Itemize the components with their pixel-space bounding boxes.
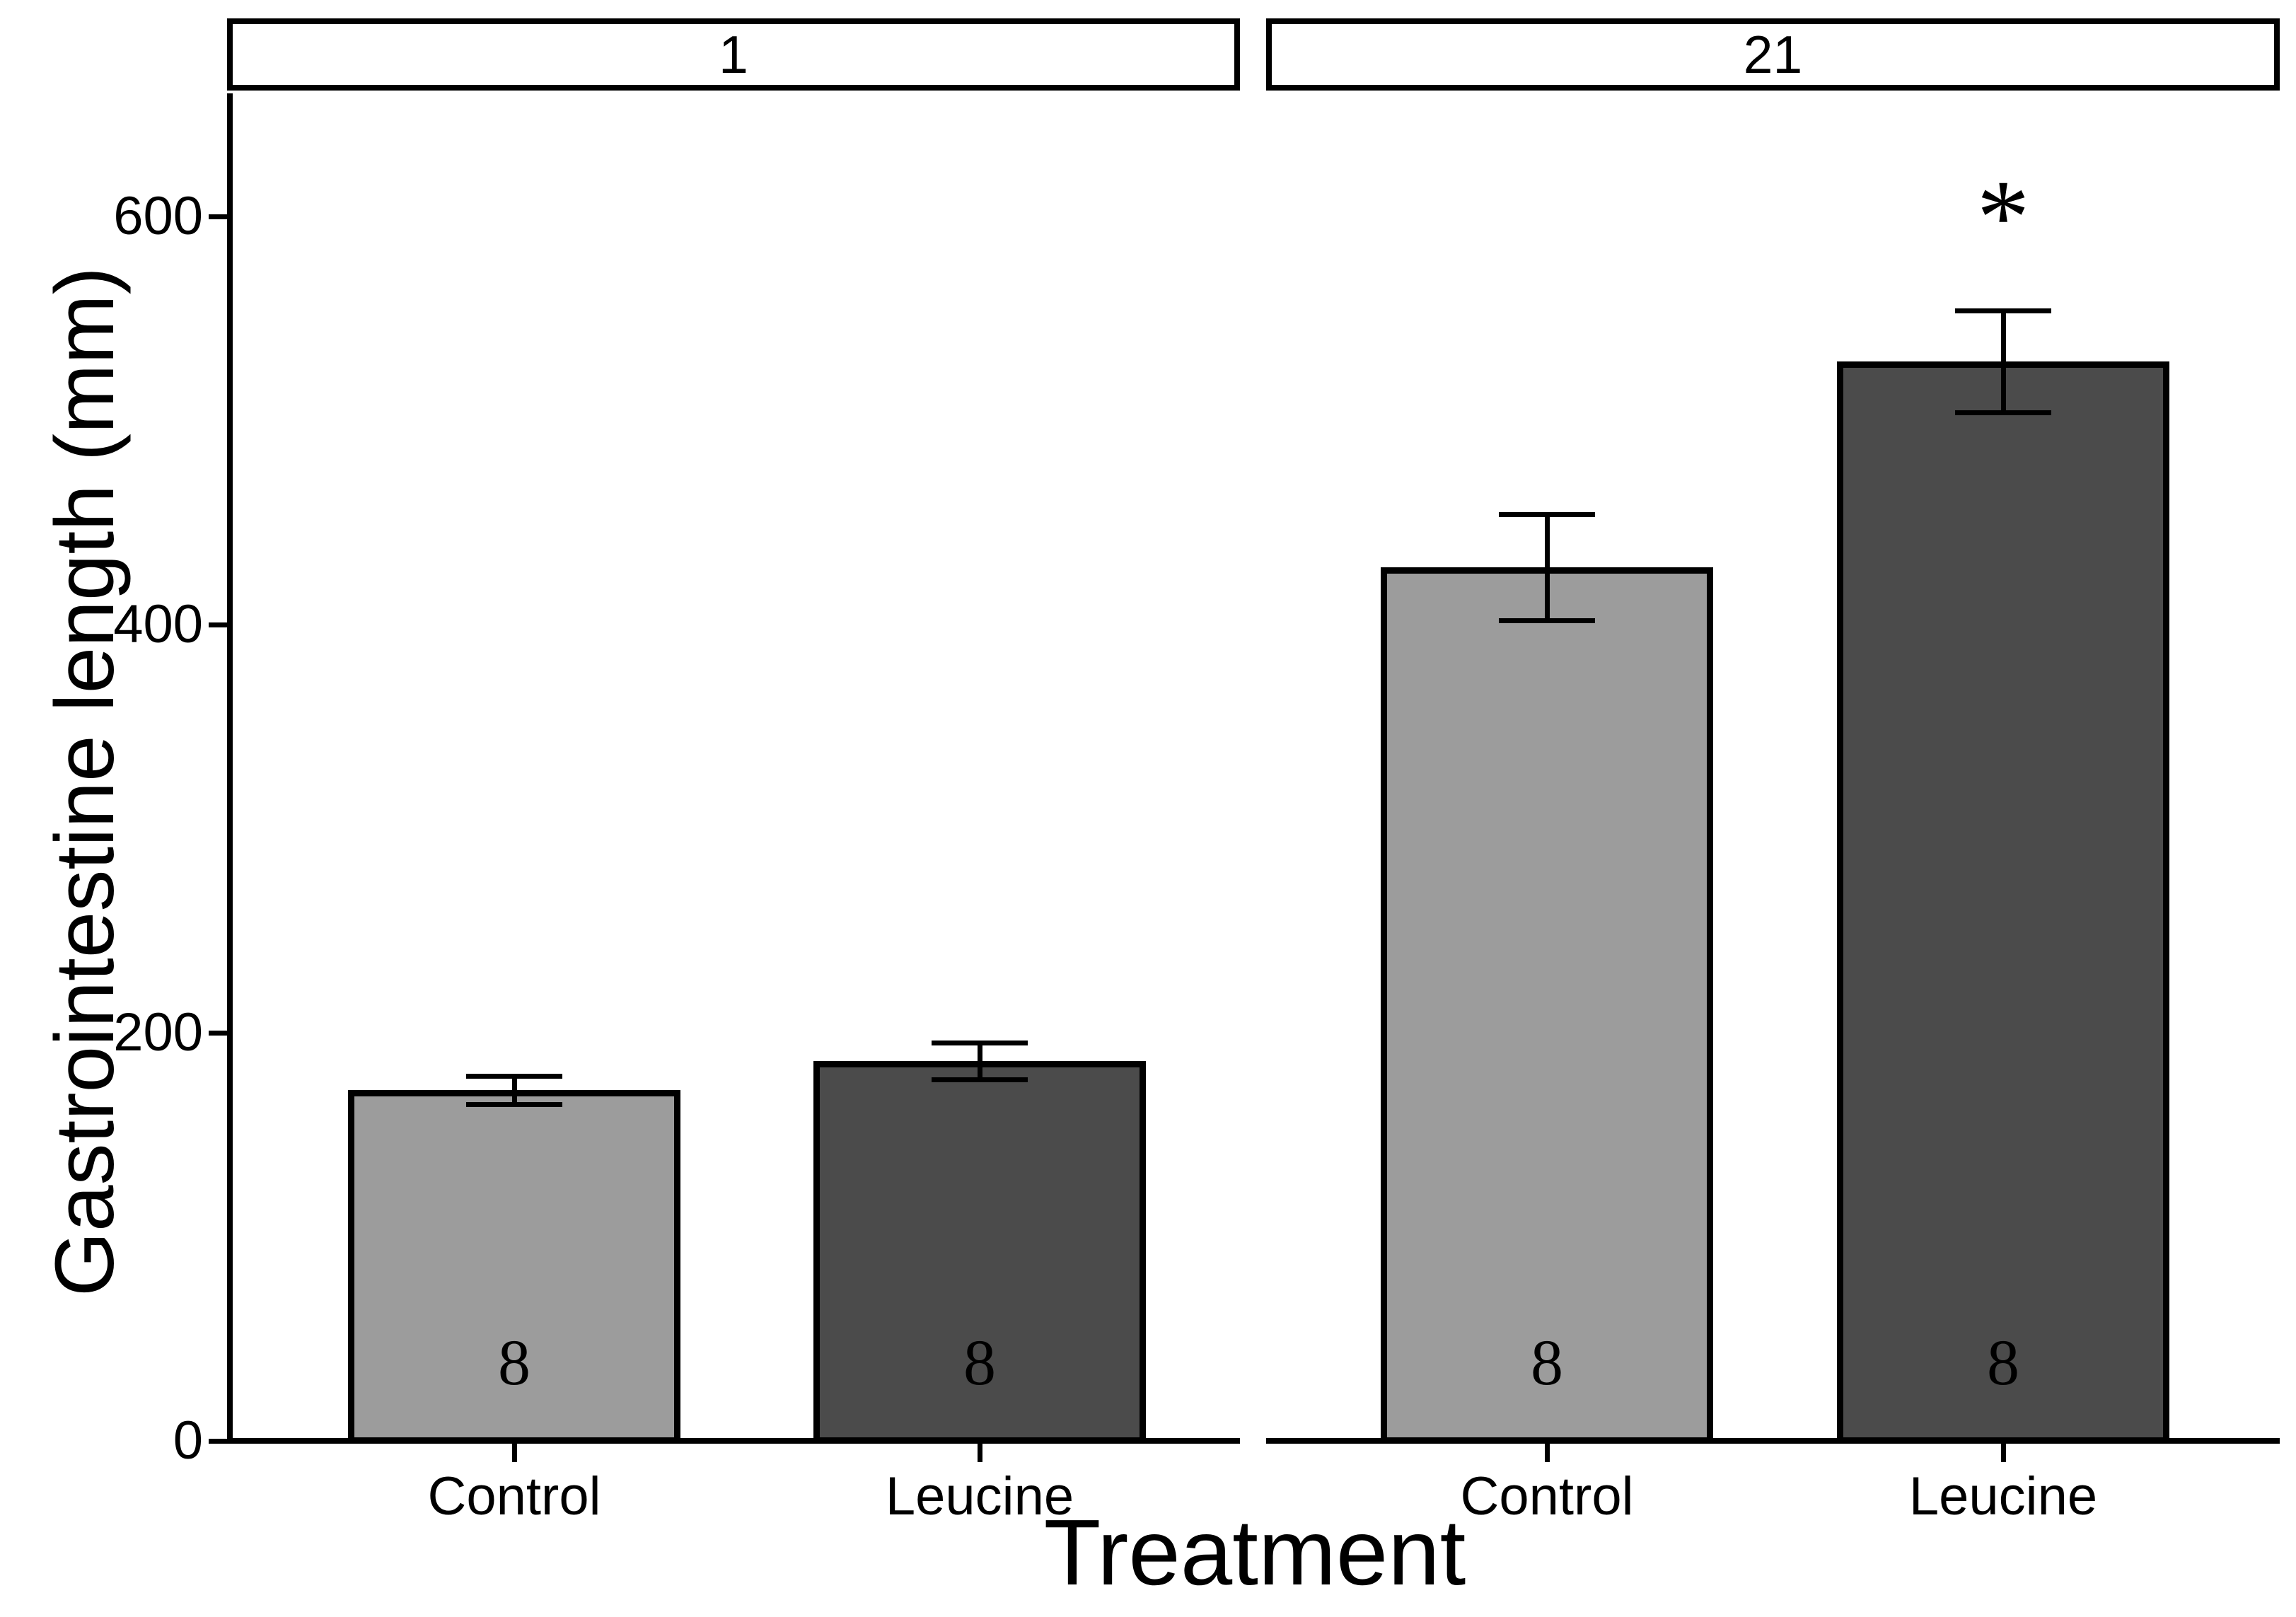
y-tick-label: 200 bbox=[113, 1002, 203, 1062]
x-tick-label: Control bbox=[427, 1466, 601, 1526]
sample-size-label: 8 bbox=[1531, 1326, 1563, 1398]
error-bar-line bbox=[2001, 310, 2006, 412]
error-cap-upper bbox=[466, 1073, 562, 1079]
x-tick-label: Control bbox=[1460, 1466, 1634, 1526]
error-cap-lower bbox=[466, 1101, 562, 1107]
y-axis-line bbox=[227, 93, 233, 1444]
y-tick-label: 0 bbox=[173, 1410, 203, 1471]
error-bar-line bbox=[512, 1075, 517, 1104]
bar-facet1-control bbox=[348, 1089, 680, 1444]
x-tick-mark bbox=[2001, 1444, 2006, 1462]
sample-size-label: 8 bbox=[498, 1326, 530, 1398]
error-cap-lower bbox=[932, 1077, 1028, 1083]
facet-label: 1 bbox=[719, 25, 748, 84]
x-tick-mark bbox=[1545, 1444, 1550, 1462]
x-axis-line bbox=[1266, 1438, 2280, 1444]
bar-facet21-control bbox=[1381, 567, 1713, 1444]
error-cap-upper bbox=[1955, 308, 2051, 313]
y-axis-title: Gastrointestine length (mm) bbox=[38, 267, 132, 1297]
facet-label: 21 bbox=[1743, 25, 1803, 84]
bar-facet21-leucine bbox=[1837, 361, 2169, 1444]
error-cap-upper bbox=[932, 1041, 1028, 1046]
y-tick-mark bbox=[209, 622, 227, 627]
x-tick-mark bbox=[512, 1444, 517, 1462]
y-tick-mark bbox=[209, 214, 227, 219]
error-bar-line bbox=[978, 1043, 982, 1080]
y-tick-label: 400 bbox=[113, 594, 203, 654]
y-tick-mark bbox=[209, 1031, 227, 1036]
x-tick-label: Leucine bbox=[885, 1466, 1074, 1526]
error-cap-lower bbox=[1955, 410, 2051, 415]
error-bar-line bbox=[1545, 514, 1550, 621]
x-axis-line bbox=[227, 1438, 1240, 1444]
facet-strip: 21 bbox=[1266, 18, 2280, 91]
x-axis-title: Treatment bbox=[1043, 1500, 1466, 1604]
y-tick-mark bbox=[209, 1439, 227, 1444]
x-tick-mark bbox=[978, 1444, 982, 1462]
bar-facet1-leucine bbox=[813, 1061, 1146, 1444]
sample-size-label: 8 bbox=[1987, 1326, 2019, 1398]
facet-strip: 1 bbox=[227, 18, 1240, 91]
significance-asterisk: * bbox=[1976, 158, 2030, 276]
error-cap-lower bbox=[1499, 618, 1595, 624]
sample-size-label: 8 bbox=[963, 1326, 996, 1398]
x-tick-label: Leucine bbox=[1908, 1466, 2098, 1526]
y-tick-label: 600 bbox=[113, 186, 203, 246]
error-cap-upper bbox=[1499, 512, 1595, 518]
